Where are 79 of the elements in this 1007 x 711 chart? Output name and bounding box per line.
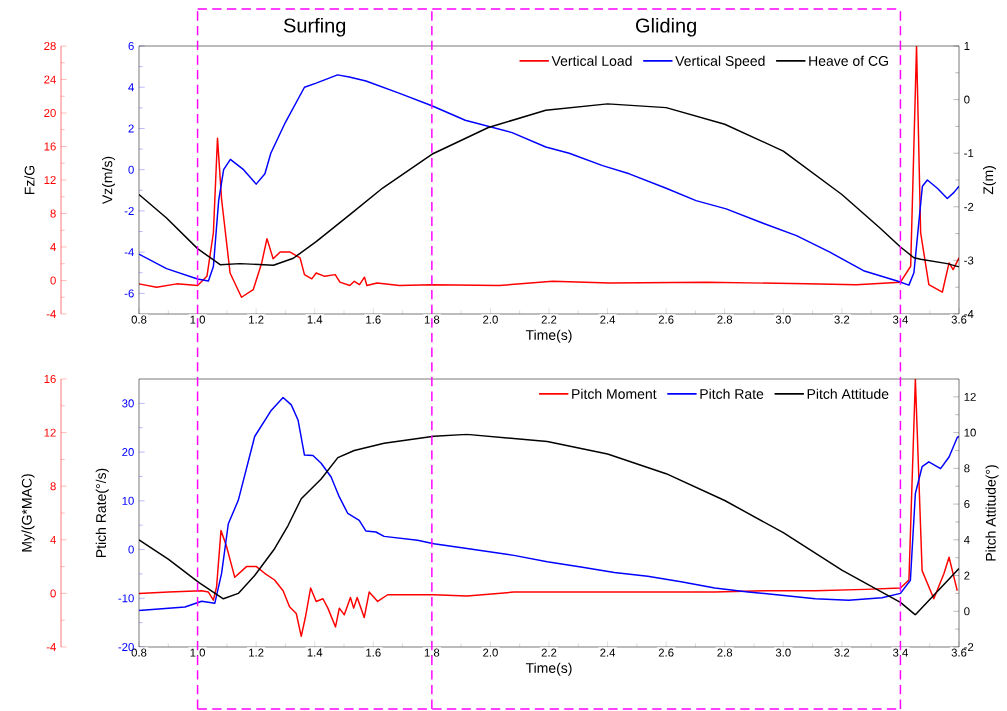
y-tick-label: 6 (128, 42, 134, 51)
y3-tick-label: -4 (46, 643, 56, 651)
y3-tick-label: 0 (50, 276, 56, 285)
x-tick-label: 3.2 (834, 648, 850, 657)
x-tick-label: 1.4 (307, 648, 323, 657)
legend-label: Pitch Rate (700, 388, 764, 399)
y2-tick-label: -3 (964, 256, 974, 265)
y-axis-title: Vz(m/s) (102, 156, 116, 205)
text: Gliding (636, 17, 696, 37)
x-tick-label: 2.2 (541, 315, 557, 324)
x-axis-title: Time(s) (525, 662, 572, 676)
legend-label: Heave of CG (809, 55, 888, 66)
x-tick-label: 1.6 (366, 648, 381, 657)
y-tick-label: 2 (128, 124, 134, 133)
x-tick-label: 2.8 (717, 648, 733, 657)
y2-tick-label: 0 (964, 95, 970, 104)
x-tick-label: 1.0 (190, 648, 205, 657)
y3-tick-label: 20 (44, 109, 56, 118)
y-tick-label: 4 (128, 83, 134, 92)
y3-tick-label: 16 (44, 375, 56, 384)
legend-label: Pitch Moment (572, 388, 657, 399)
y2-tick-label: 8 (964, 464, 970, 473)
y2-axis-title: Z(m) (982, 166, 996, 195)
x-tick-label: 1.2 (249, 648, 264, 657)
x-tick-label: 2.6 (658, 648, 674, 657)
y3-tick-label: 16 (44, 142, 56, 151)
y2-tick-label: 10 (964, 428, 976, 437)
x-tick-label: 2.6 (658, 315, 674, 324)
y-tick-label: 0 (128, 545, 134, 554)
x-axis-title: Time(s) (525, 329, 572, 343)
y2-tick-label: 2 (964, 571, 970, 580)
y-tick-label: -6 (124, 289, 134, 298)
y2-tick-label: -2 (964, 202, 974, 211)
x-tick-label: 2.0 (483, 315, 498, 324)
y3-axis-title: My/(G*MAC) (21, 474, 35, 552)
y2-tick-label: 6 (964, 500, 970, 509)
y3-axis-title: Fz/G (24, 165, 35, 195)
text: Surfing (283, 17, 346, 37)
y2-tick-label: 4 (963, 535, 970, 544)
y-tick-label: -4 (124, 248, 134, 257)
x-tick-label: 2.4 (600, 648, 616, 657)
legend-label: Pitch Attitude (807, 388, 889, 399)
y-tick-label: 10 (122, 496, 134, 505)
legend-label: Vertical Speed (675, 55, 765, 69)
y-axis-title: Ptich Rate(°/s) (95, 468, 109, 558)
x-tick-label: 3.4 (893, 648, 908, 657)
y3-tick-label: 0 (50, 589, 56, 598)
x-tick-label: 2.2 (541, 648, 557, 657)
x-tick-label: 2.0 (483, 648, 498, 657)
y2-tick-label: 1 (964, 42, 970, 50)
y-tick-label: 0 (128, 165, 134, 174)
y3-tick-label: 12 (44, 176, 56, 184)
x-tick-label: 3.0 (775, 315, 791, 324)
x-tick-label: 3.2 (834, 315, 850, 324)
x-tick-label: 1.2 (249, 315, 264, 324)
y3-tick-label: 8 (50, 482, 56, 491)
y3-tick-label: 4 (50, 535, 56, 544)
x-tick-label: 1.8 (424, 648, 440, 657)
y2-axis-title: Pitch Attitude(°) (985, 465, 999, 561)
y3-tick-label: 12 (44, 428, 56, 437)
y-tick-label: -10 (118, 594, 134, 603)
y3-tick-label: 8 (50, 209, 56, 218)
y3-tick-label: 24 (44, 75, 56, 84)
x-tick-label: 2.4 (600, 315, 616, 324)
x-tick-label: 1.6 (366, 315, 381, 324)
y3-tick-label: -4 (46, 310, 56, 318)
x-tick-label: 0.8 (131, 315, 147, 324)
legend-label: Vertical Load (551, 55, 632, 66)
y2-tick-label: 0 (964, 607, 970, 616)
y2-tick-label: -1 (964, 149, 974, 158)
y2-tick-label: 12 (964, 392, 976, 401)
y-tick-label: -2 (124, 206, 134, 215)
x-tick-label: 3.0 (775, 648, 791, 657)
x-tick-label: 1.4 (307, 315, 323, 324)
y-tick-label: 20 (122, 448, 134, 457)
x-tick-label: 2.8 (717, 315, 733, 324)
y3-tick-label: 4 (50, 243, 56, 251)
y-tick-label: 30 (122, 399, 134, 408)
y3-tick-label: 28 (44, 42, 56, 51)
